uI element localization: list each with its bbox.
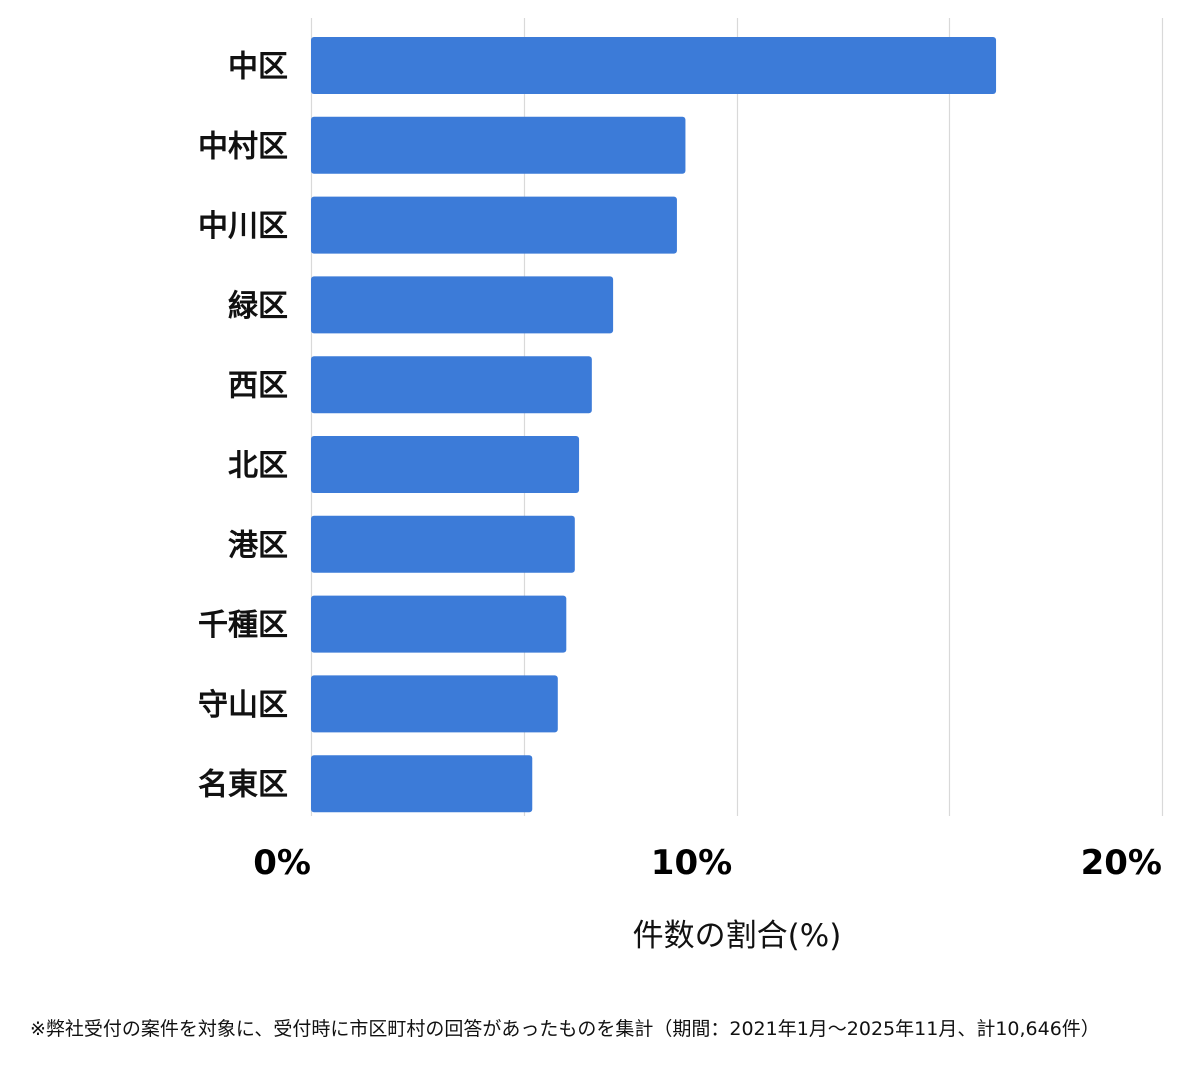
x-tick-label: 10% (651, 843, 732, 883)
category-label: 名東区 (198, 768, 288, 803)
category-label: 中区 (228, 50, 288, 85)
bar (311, 755, 533, 813)
category-label: 中村区 (198, 129, 288, 164)
bar (311, 356, 592, 414)
x-axis-title: 件数の割合(%) (633, 918, 842, 954)
bars (311, 37, 997, 813)
category-label: 中川区 (198, 209, 288, 244)
category-label: 緑区 (228, 289, 288, 324)
x-tick-labels: 0% 10% 20% (253, 843, 1162, 883)
bar (311, 675, 558, 733)
category-label: 千種区 (198, 608, 288, 643)
bar (311, 595, 567, 653)
x-tick-label: 20% (1081, 843, 1162, 883)
category-label: 北区 (228, 449, 288, 484)
category-label: 西区 (228, 369, 288, 404)
bar (311, 37, 997, 94)
category-label: 守山区 (198, 688, 288, 723)
category-label: 港区 (228, 528, 288, 563)
bar (311, 515, 575, 573)
x-tick-label: 0% (253, 843, 311, 883)
bar (311, 436, 580, 493)
bar (311, 196, 677, 254)
footnote: ※弊社受付の案件を対象に、受付時に市区町村の回答があったものを集計（期間：202… (30, 1018, 1100, 1040)
bar (311, 276, 614, 334)
bar (311, 116, 686, 174)
